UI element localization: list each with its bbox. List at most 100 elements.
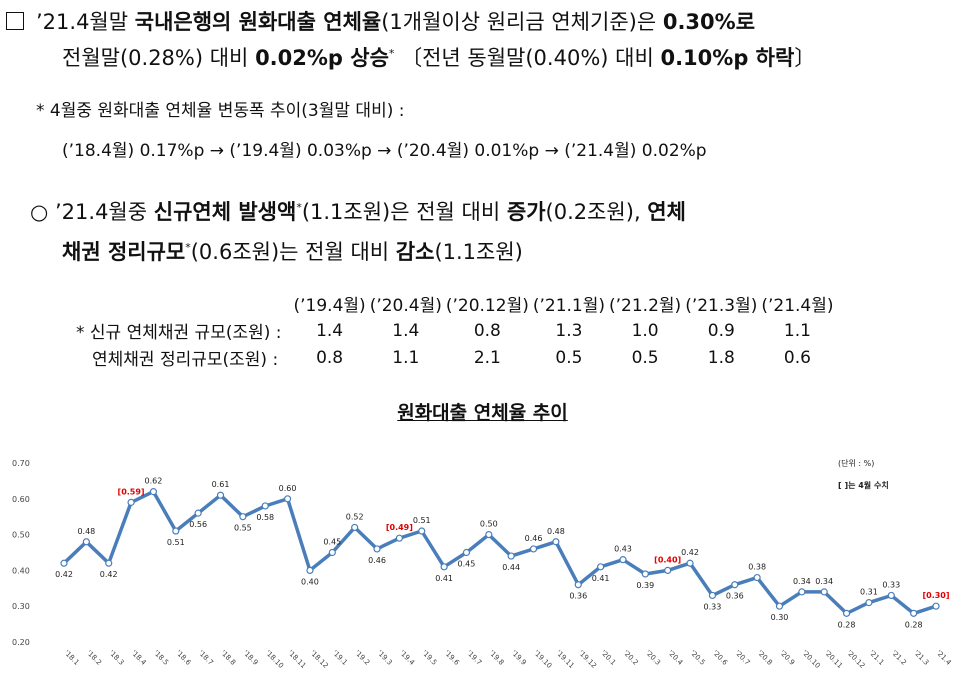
data-label: 0.43 [614, 545, 632, 554]
delinquency-flow-table: (’19.4월) (’20.4월) (’20.12월) (’21.1월) (’2… [74, 290, 836, 371]
text: (1개월이상 원리금 연체기준)은 [381, 10, 663, 34]
table-cell: 1.1 [392, 347, 420, 368]
data-label: 0.44 [502, 563, 520, 572]
x-tick-label: '18.6 [174, 649, 192, 667]
table-header: (’21.2월) [609, 296, 682, 316]
unit-label: (단위 : %) [838, 458, 874, 468]
table-cell: 2.1 [473, 347, 501, 368]
x-tick-label: '19.4 [398, 649, 416, 667]
data-label: 0.51 [167, 538, 185, 547]
data-label: 0.33 [704, 602, 722, 611]
data-point [149, 488, 158, 496]
data-point [865, 599, 873, 607]
data-point [216, 491, 225, 499]
x-tick-label: '19.5 [420, 649, 438, 667]
data-label: 0.60 [279, 484, 297, 493]
data-label: [0.59] [118, 487, 145, 496]
data-point [529, 545, 538, 553]
x-tick-label: '20.1 [599, 649, 617, 667]
y-tick-label: 0.50 [12, 531, 30, 540]
text: ○ ’21.4월중 [30, 200, 154, 224]
x-tick-label: '19.11 [554, 649, 575, 670]
data-label: 0.52 [346, 512, 364, 521]
x-tick-label: '21.3 [912, 649, 930, 667]
data-point [373, 545, 381, 553]
text-bold: 0.10%p 하락 [660, 46, 795, 70]
data-point [552, 538, 560, 546]
x-tick-label: '20.4 [666, 649, 684, 667]
data-point [798, 588, 806, 596]
x-tick-label: '20.8 [756, 649, 774, 667]
data-point [127, 498, 135, 506]
data-label: 0.30 [771, 613, 789, 622]
para2-line2: 채권 정리규모*(0.6조원)는 전월 대비 감소(1.1조원) [62, 236, 523, 266]
x-tick-label: '18.11 [286, 649, 307, 670]
data-label: 0.31 [860, 588, 878, 597]
data-label: 0.46 [525, 534, 543, 543]
x-tick-label: '18.2 [85, 649, 103, 667]
x-tick-label: '18.10 [264, 649, 285, 670]
data-point [82, 538, 90, 546]
data-point [932, 602, 940, 610]
footnote-star: * [185, 241, 191, 254]
text-bold: 0.02%p 상승 [255, 46, 389, 70]
data-label: [0.49] [386, 523, 413, 532]
data-label: 0.39 [636, 581, 654, 590]
text: (1.1조원) [434, 240, 523, 264]
data-point [775, 602, 784, 610]
table-cell: 1.3 [555, 320, 583, 341]
data-point [731, 581, 739, 589]
data-label: 0.58 [256, 513, 274, 522]
x-tick-label: '20.5 [689, 649, 707, 667]
data-label: 0.42 [100, 570, 118, 579]
x-tick-label: '20.7 [733, 649, 751, 667]
data-point [641, 570, 649, 578]
x-tick-label: '20.11 [823, 649, 844, 670]
data-point [910, 609, 918, 617]
data-point [239, 513, 247, 521]
table-corner [74, 290, 292, 317]
table-header: (’21.4월) [761, 296, 834, 316]
data-label: 0.48 [547, 527, 565, 536]
x-tick-label: '19.10 [532, 649, 553, 670]
text-bold: 감소 [395, 240, 435, 264]
table-cell: 0.6 [783, 347, 811, 368]
data-point [418, 527, 426, 535]
text-bold: 신규연체 발생액 [153, 200, 297, 224]
table-row: * 신규 연체채권 규모(조원) : 1.4 1.4 0.8 1.3 1.0 0… [74, 317, 836, 344]
x-tick-label: '19.2 [353, 649, 371, 667]
data-point [351, 523, 359, 532]
x-tick-label: '18.8 [219, 649, 237, 667]
x-tick-label: '18.1 [63, 649, 81, 667]
data-label: 0.41 [435, 574, 453, 583]
text: (0.6조원)는 전월 대비 [190, 240, 396, 264]
data-point [708, 591, 717, 600]
data-label: 0.61 [212, 480, 230, 489]
x-tick-label: '19.8 [487, 649, 505, 667]
data-label: 0.62 [145, 477, 163, 486]
series-line [62, 489, 937, 616]
x-tick-label: '19.6 [443, 649, 461, 667]
y-tick-label: 0.40 [12, 566, 30, 575]
para1-line2: 전월말(0.28%) 대비 0.02%p 상승* 〔전년 동월말(0.40%) … [62, 42, 815, 72]
data-point [283, 495, 292, 503]
text: ’21.4월말 [36, 10, 135, 34]
data-point [440, 563, 448, 571]
text: (0.2조원), [545, 200, 648, 224]
footnote-star: * [296, 201, 302, 214]
x-tick-label: '19.9 [510, 649, 528, 667]
x-tick-label: '20.9 [778, 649, 796, 667]
data-label: 0.51 [413, 516, 431, 525]
data-point [60, 559, 68, 567]
data-label: 0.34 [793, 577, 811, 586]
data-label: 0.28 [838, 620, 856, 629]
data-label: 0.45 [458, 560, 476, 569]
y-tick-label: 0.70 [12, 459, 30, 468]
x-tick-label: '19.12 [577, 649, 598, 670]
x-tick-label: '18.7 [197, 649, 215, 667]
data-point [172, 527, 180, 535]
data-label: 0.34 [815, 577, 833, 586]
x-tick-label: '21.4 [935, 649, 953, 667]
y-tick-label: 0.30 [12, 602, 30, 611]
delinquency-rate-line-chart: 0.20 0.30 0.40 0.50 0.60 0.70 (단위 : %) [ ]는 4월 … [12, 458, 953, 670]
